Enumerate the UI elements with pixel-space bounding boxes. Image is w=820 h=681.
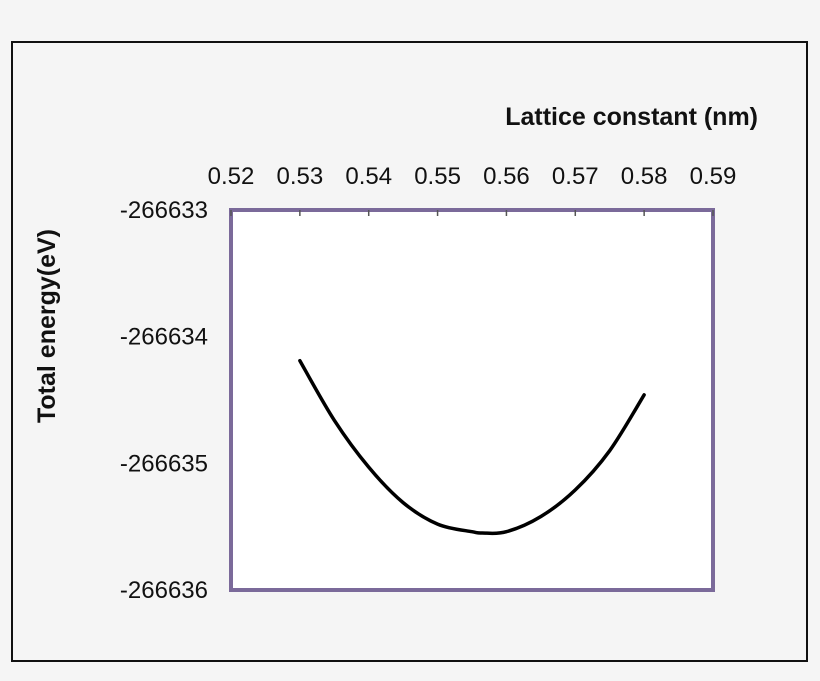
y-tick-label: -266635 <box>120 450 208 477</box>
x-tick-label: 0.57 <box>552 163 599 190</box>
x-axis-ticks <box>230 210 714 216</box>
plot-area <box>229 208 715 592</box>
energy-curve <box>298 358 646 536</box>
x-tick-label: 0.54 <box>345 163 392 190</box>
x-tick-label: 0.59 <box>690 163 737 190</box>
y-tick-label: -266634 <box>120 324 208 351</box>
x-axis-title: Lattice constant (nm) <box>505 103 758 131</box>
x-axis-tick-labels: 0.52 0.53 0.54 0.55 0.56 0.57 0.58 0.59 <box>208 163 737 190</box>
x-tick-label: 0.56 <box>483 163 530 190</box>
y-axis-title: Total energy(eV) <box>33 229 61 423</box>
x-tick-label: 0.55 <box>414 163 461 190</box>
x-tick-label: 0.53 <box>276 163 323 190</box>
x-tick-label: 0.52 <box>208 163 255 190</box>
y-tick-label: -266636 <box>120 577 208 604</box>
x-tick-label: 0.58 <box>621 163 668 190</box>
y-tick-label: -266633 <box>120 197 208 224</box>
y-axis-tick-labels: -266633 -266634 -266635 -266636 <box>120 197 208 604</box>
